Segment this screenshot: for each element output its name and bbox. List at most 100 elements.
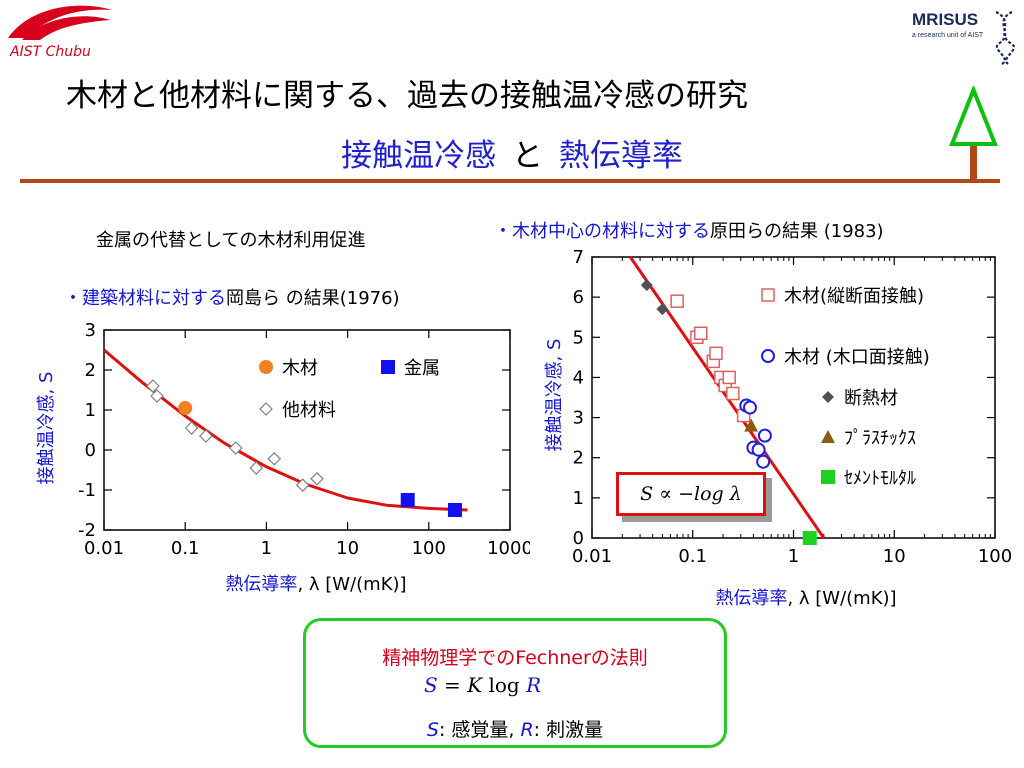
fechner-law-box: 精神物理学でのFechnerの法則 S = K log R S: 感覚量, R:…	[303, 618, 727, 748]
y-axis-label: 接触温冷感, S	[36, 372, 57, 485]
y-tick-label: 1	[85, 400, 96, 421]
right-study-blue: 木材中心の材料に対する	[512, 221, 710, 242]
dna-helix-icon	[995, 11, 1015, 65]
data-point-series-2	[199, 429, 213, 443]
data-point-series-1	[447, 503, 462, 517]
y-tick-label: 2	[573, 448, 584, 469]
formula-s: S	[424, 673, 438, 697]
data-point-series-2	[640, 279, 653, 292]
proportional-formula: S ∝ −log λ	[616, 472, 766, 516]
y-tick-label: 3	[85, 320, 96, 341]
y-tick-label: -1	[78, 480, 96, 501]
x-axis-label: 熱伝導率, λ [W/(mK)]	[225, 574, 406, 595]
data-point-series-0	[693, 326, 708, 341]
x-tick-label: 100	[978, 546, 1012, 567]
legend-marker-0	[259, 360, 273, 374]
legend-marker-1	[761, 349, 775, 363]
subtitle-part1: 接触温冷感	[341, 138, 497, 174]
formula-eq: =	[437, 673, 468, 697]
legend-marker-3	[821, 430, 835, 443]
x-axis-label-unit: , λ [W/(mK)]	[787, 588, 896, 609]
legend-label-2: 断熱材	[844, 388, 898, 409]
aist-chubu-logo: AIST Chubu	[0, 0, 130, 70]
left-note-purpose: 金属の代替としての木材利用促進	[96, 230, 366, 251]
right-chart: 0.01 0.1 1 10 100 0 1 2 3 4 5 6 7 木材(縦断面接触) 木材 (木口面接触)…	[544, 247, 1012, 609]
fechner-heading: 精神物理学でのFechnerの法則	[382, 647, 648, 669]
data-point-series-2	[656, 303, 669, 316]
right-study-rest: 原田らの結果 (1983)	[710, 221, 884, 242]
y-tick-label: 0	[573, 528, 584, 549]
mrisus-logo: MRISUS a research unit of AIST	[912, 8, 1022, 68]
plot-frame	[103, 329, 511, 531]
legend-label-4: ｾﾒﾝﾄﾓﾙﾀﾙ	[844, 468, 916, 489]
data-point-series-2	[295, 478, 310, 493]
legend-label-0: 木材(縦断面接触)	[784, 286, 924, 307]
y-tick-label: 0	[85, 440, 96, 461]
data-point-series-0	[709, 346, 723, 361]
y-tick-label: 1	[573, 488, 584, 509]
y-tick-label: -2	[78, 520, 96, 541]
def-s-text: : 感覚量,	[438, 719, 521, 741]
left-study-blue: 建築材料に対する	[82, 288, 226, 309]
left-study-rest: 岡島ら の結果(1976)	[226, 288, 400, 309]
legend-label-1: 金属	[404, 358, 440, 379]
subtitle-part2: 熱伝導率	[558, 138, 683, 174]
mrisus-brand-text: MRISUS	[912, 10, 979, 29]
left-note-study: ・建築材料に対する岡島ら の結果(1976)	[64, 284, 400, 310]
left-study-bullet: ・	[64, 288, 82, 309]
legend-marker-2	[259, 402, 273, 416]
legend-marker-4	[821, 470, 835, 484]
x-axis-label: 熱伝導率, λ [W/(mK)]	[715, 588, 896, 609]
x-tick-label: 0.1	[678, 546, 707, 567]
data-point-series-3	[744, 418, 759, 432]
data-point-series-1	[742, 400, 757, 415]
x-tick-label: 0.01	[572, 546, 612, 567]
x-tick-label: 10	[883, 546, 906, 567]
mrisus-tagline: a research unit of AIST	[912, 32, 984, 39]
x-tick-label: 1	[788, 546, 799, 567]
data-point-series-2	[150, 389, 164, 403]
tree-icon	[949, 86, 998, 182]
right-note-study: ・木材中心の材料に対する原田らの結果 (1983)	[494, 217, 884, 243]
data-point-series-2	[228, 441, 243, 455]
formula-log: log	[482, 673, 527, 697]
data-point-series-1	[757, 428, 772, 443]
legend-label-3: ﾌﾟﾗｽﾁｯｸｽ	[844, 428, 916, 449]
page-subtitle: 接触温冷感 と 熱伝導率	[0, 130, 1024, 175]
fechner-definitions: S: 感覚量, R: 刺激量	[306, 715, 724, 742]
fechner-formula: S = K log R	[424, 673, 541, 697]
subtitle-connector: と	[512, 138, 543, 174]
legend-label-0: 木材	[282, 358, 318, 379]
right-study-bullet: ・	[494, 221, 512, 242]
legend-marker-1	[381, 360, 395, 374]
y-tick-label: 5	[573, 327, 584, 348]
y-tick-label: 4	[573, 367, 584, 388]
def-r-text: : 刺激量	[533, 719, 604, 741]
x-tick-label: 0.01	[84, 538, 124, 559]
x-tick-label: 1	[261, 538, 272, 559]
x-tick-label: 10	[336, 538, 359, 559]
x-tick-label: 1000	[487, 538, 530, 559]
formula-r: R	[526, 673, 542, 697]
def-s-symbol: S	[426, 719, 439, 741]
legend-marker-2	[822, 391, 834, 403]
data-point-series-2	[146, 379, 160, 393]
data-point-series-1	[756, 454, 771, 469]
data-point-series-2	[310, 471, 324, 486]
data-point-series-0	[178, 401, 193, 415]
y-tick-label: 3	[573, 408, 584, 429]
data-point-series-1	[751, 442, 766, 457]
data-point-series-0	[670, 294, 684, 308]
title-divider	[20, 179, 1000, 183]
y-tick-label: 2	[85, 360, 96, 381]
y-tick-label: 7	[573, 247, 584, 268]
x-tick-label: 100	[412, 538, 446, 559]
legend-label-2: 他材料	[282, 400, 336, 421]
data-point-series-0	[726, 386, 740, 401]
legend-label-1: 木材 (木口面接触)	[784, 347, 930, 368]
page-title: 木材と他材料に関する、過去の接触温冷感の研究	[66, 78, 748, 114]
x-axis-label-unit: , λ [W/(mK)]	[297, 574, 406, 595]
aist-chubu-text: AIST Chubu	[10, 44, 91, 60]
data-point-series-2	[267, 451, 282, 466]
